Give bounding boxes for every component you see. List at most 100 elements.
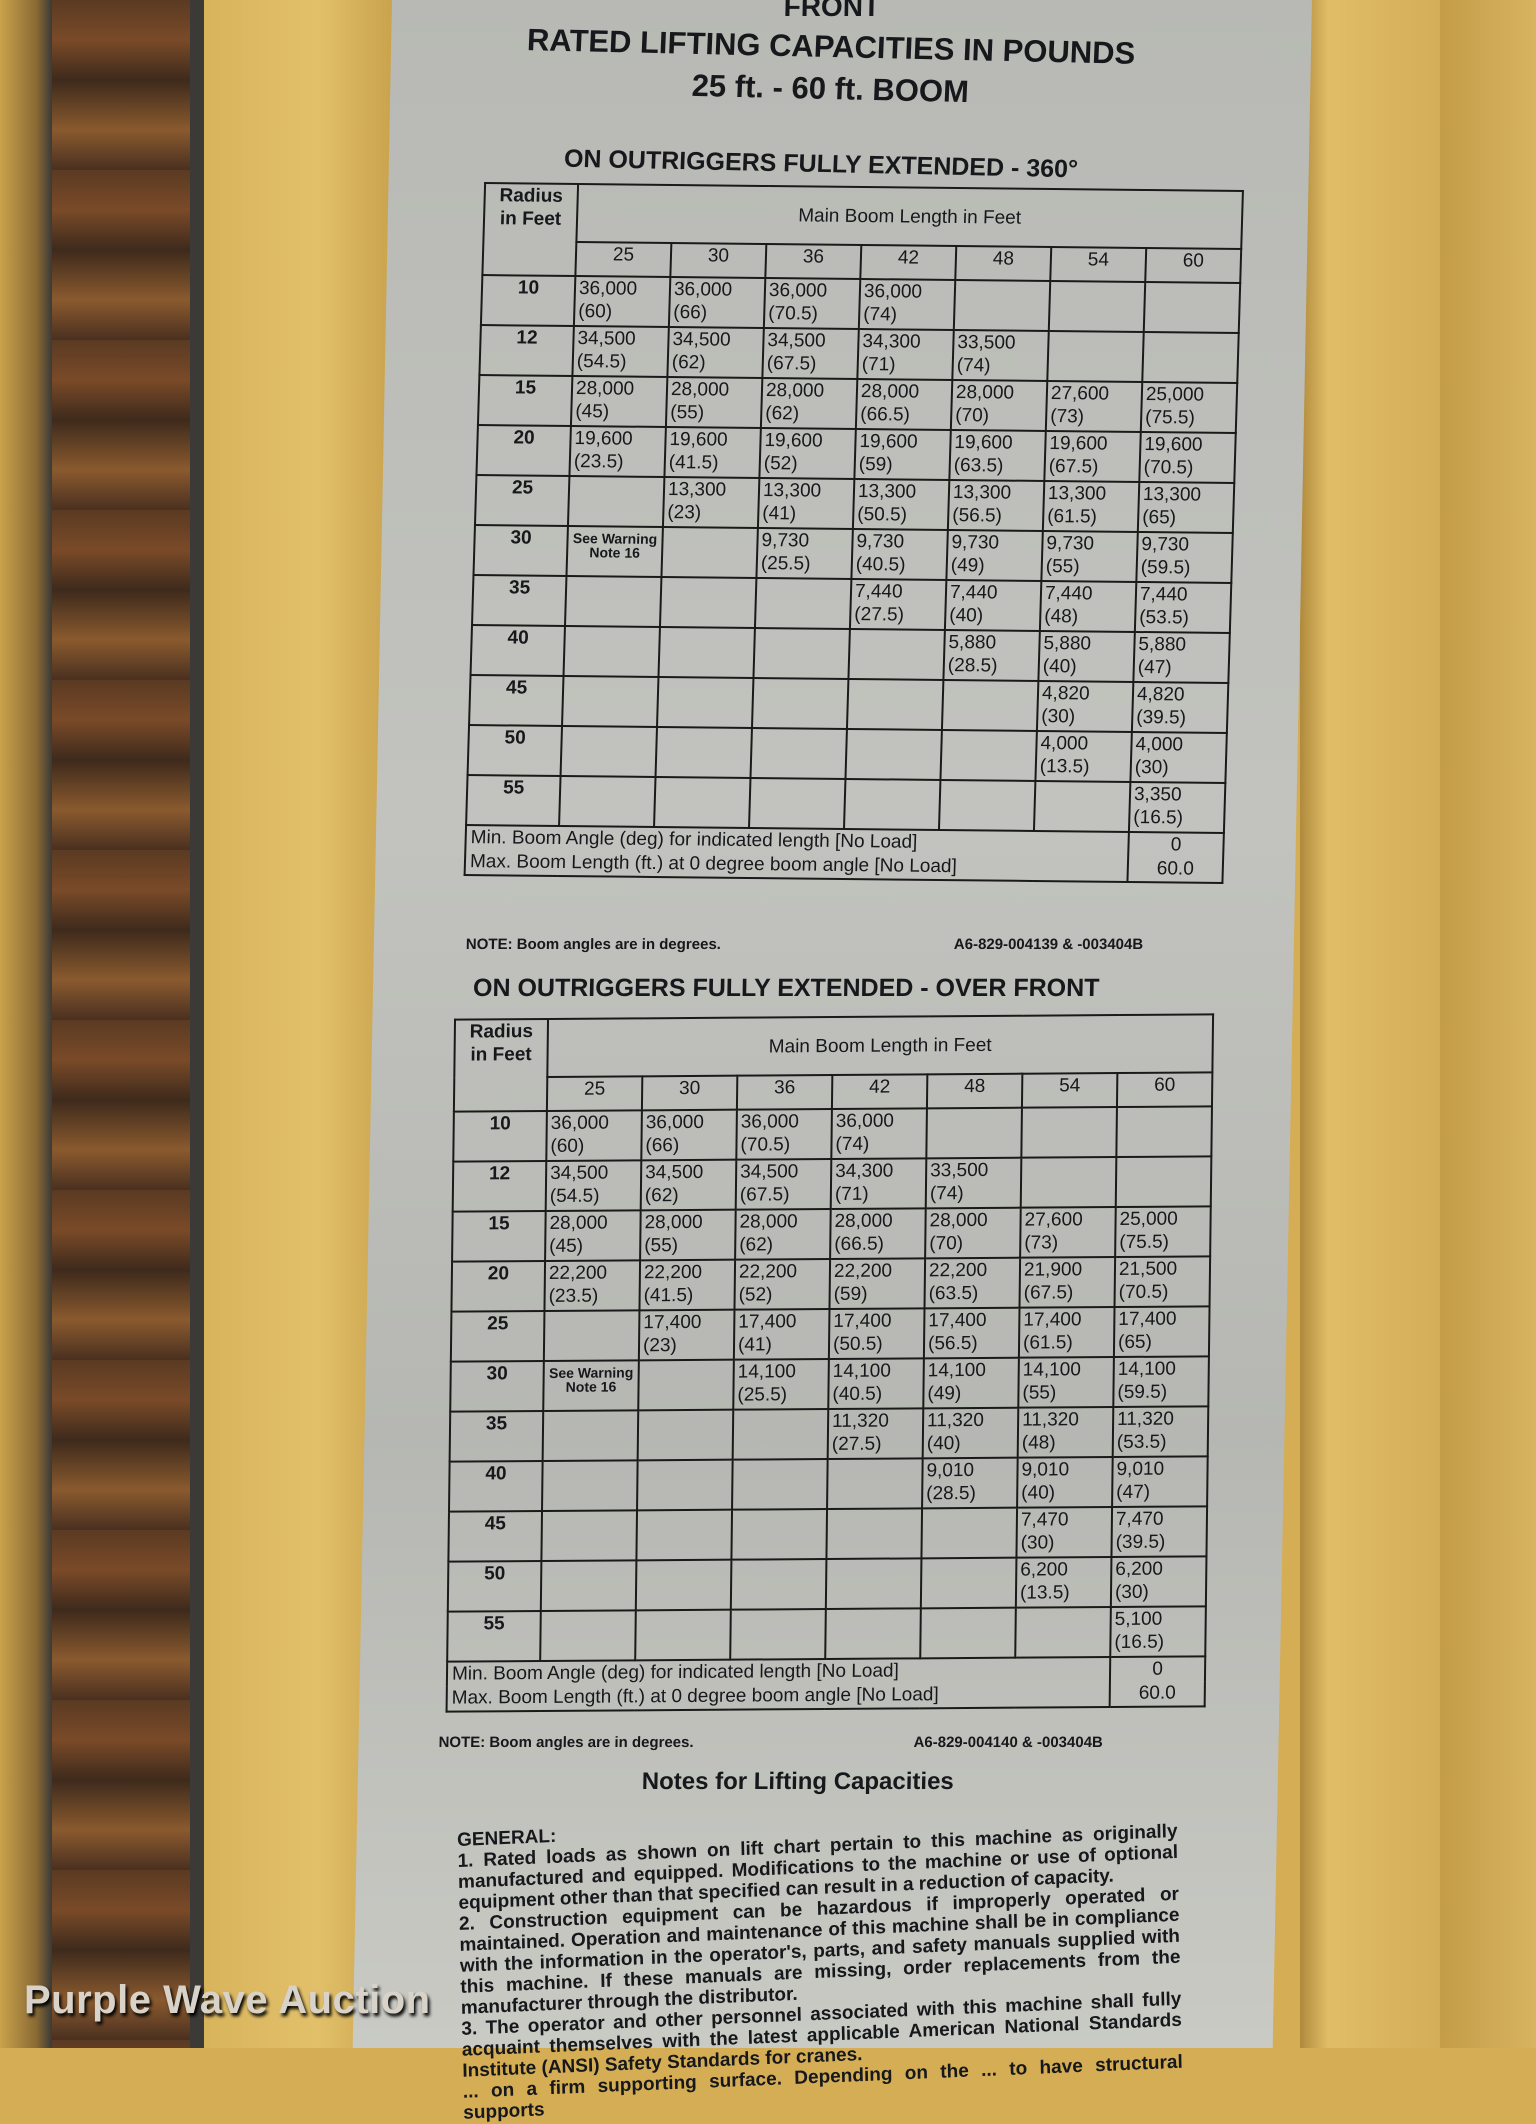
capacity-cell: 36,000 (60) [546, 1110, 642, 1162]
capacity-cell [751, 677, 849, 729]
capacity-cell: 17,400 (61.5) [1018, 1307, 1115, 1358]
capacity-cell [540, 1610, 636, 1661]
capacity-cell: 13,300 (41) [757, 477, 855, 529]
capacity-cell [1021, 1107, 1117, 1158]
boom-angle-value: (60) [578, 301, 613, 323]
capacity-cell [661, 527, 758, 578]
capacity-cell: 25,000 (75.5) [1140, 381, 1238, 433]
capacity-cell: 7,440 (48) [1039, 580, 1137, 632]
boom-angle-note: NOTE: Boom angles are in degrees. [465, 936, 722, 953]
boom-angle-value: (65) [1141, 507, 1177, 529]
capacity-value: 28,000 [860, 381, 920, 403]
boom-angle-value: (55) [1045, 556, 1080, 578]
radius-cell: 12 [452, 1161, 547, 1212]
boom-length-row: 25 30 36 42 48 54 60 [454, 1072, 1213, 1112]
radius-cell: 50 [467, 725, 563, 776]
yellow-frame-right [1300, 0, 1440, 2048]
boom-angle-value: (53.5) [1116, 1431, 1167, 1453]
capacity-cell [940, 729, 1037, 781]
capacity-cell: 13,300 (56.5) [947, 479, 1045, 531]
capacity-cell: 7,440 (40) [944, 579, 1042, 631]
capacity-value: 28,000 [929, 1209, 988, 1232]
capacity-cell [846, 678, 944, 730]
table-heading-over-front: ON OUTRIGGERS FULLY EXTENDED - OVER FRON… [472, 974, 1100, 1002]
capacity-cell [635, 1559, 732, 1611]
radius-cell: 55 [466, 775, 561, 826]
capacity-cell: 14,100 (55) [1018, 1357, 1114, 1408]
capacity-cell: 9,010 (40) [1017, 1457, 1113, 1508]
capacity-value: 36,000 [863, 281, 923, 303]
capacity-cell: 21,500 (70.5) [1114, 1256, 1211, 1308]
capacity-value: 9,730 [951, 532, 1000, 554]
capacity-value: 9,730 [761, 530, 810, 552]
boom-angle-value: (74) [835, 1133, 870, 1155]
capacity-cell: 5,880 (40) [1038, 630, 1135, 682]
capacity-value: 6,200 [1020, 1559, 1068, 1581]
max-length-value: 60.0 [1109, 1681, 1205, 1708]
warning-note: See Warning Note 16 [548, 1364, 634, 1395]
boom-angle-value: (50.5) [857, 504, 908, 526]
capacity-cell: 19,600 (70.5) [1139, 431, 1236, 483]
capacity-cell [754, 577, 852, 629]
capacity-value: 13,300 [1047, 483, 1107, 505]
capacity-cell: 17,400 (23) [638, 1309, 735, 1361]
capacity-cell [921, 1507, 1018, 1559]
boom-angle-value: (61.5) [1022, 1332, 1073, 1354]
capacity-value: 34,300 [862, 331, 921, 353]
capacity-cell: 34,500 (62) [667, 327, 764, 379]
boom-angle-value: (23.5) [573, 451, 624, 473]
boom-angle-value: (71) [861, 354, 896, 376]
capacity-value: 7,440 [949, 582, 998, 604]
capacity-cell [562, 675, 659, 727]
capacity-cell: 19,600 (41.5) [664, 427, 761, 478]
capacity-cell: 28,000 (45) [545, 1210, 641, 1261]
table-row: 55 3,350 (16.5) [466, 775, 1226, 833]
capacity-cell [848, 628, 945, 680]
boom-angle-value: (59) [833, 1283, 868, 1305]
boom-length-36: 36 [736, 1075, 833, 1110]
radius-cell: 10 [453, 1111, 547, 1162]
radius-cell: 15 [452, 1211, 546, 1262]
boom-length-30: 30 [641, 1075, 738, 1111]
front-label: FRONT [783, 0, 881, 22]
warning-note: See Warning Note 16 [572, 530, 658, 561]
boom-angle-value: (74) [862, 304, 898, 326]
boom-angle-value: (62) [671, 352, 706, 374]
radius-cell: 12 [479, 325, 574, 377]
capacity-value: 14,100 [1117, 1358, 1177, 1380]
boom-angle-value: (41.5) [668, 452, 719, 474]
capacity-cell [827, 1458, 923, 1510]
capacity-cell: 5,880 (28.5) [943, 629, 1040, 681]
table-row: 35 7,440 (27.5) 7,440 (40) 7,440 (48) 7,440 (53.… [472, 575, 1232, 633]
boom-angle-value: (40) [949, 605, 984, 627]
capacity-cell: 22,200 (23.5) [544, 1260, 641, 1311]
boom-angle-value: (74) [956, 355, 991, 377]
capacity-value: 22,200 [928, 1259, 988, 1282]
radius-cell: 25 [450, 1310, 545, 1362]
boom-angle-value: (74) [929, 1183, 964, 1205]
boom-length-36: 36 [765, 244, 862, 280]
boom-angle-value: (47) [1137, 657, 1172, 679]
capacity-cell: 14,100 (59.5) [1113, 1356, 1209, 1408]
capacity-value: 5,880 [1138, 634, 1187, 656]
radius-cell: 30 [450, 1360, 544, 1412]
radius-cell: 45 [469, 675, 564, 726]
capacity-value: 34,500 [550, 1162, 609, 1184]
capacity-value: 36,000 [768, 280, 828, 302]
boom-angle-value: (41) [737, 1334, 772, 1356]
capacity-value: 3,350 [1133, 784, 1182, 806]
table-row: 30 See Warning Note 16 14,100 (25.5) 14,100(… [450, 1356, 1209, 1412]
capacity-cell: 13,300 (65) [1137, 481, 1235, 533]
boom-angle-value: (70.5) [1143, 457, 1194, 479]
boom-angle-value: (49) [927, 1383, 962, 1405]
capacity-value: 7,440 [1044, 583, 1093, 605]
capacity-cell: 17,400 (65) [1113, 1306, 1210, 1358]
boom-angle-value: (52) [738, 1284, 773, 1306]
table-heading-360: ON OUTRIGGERS FULLY EXTENDED - 360° [563, 144, 1079, 184]
capacity-cell: See Warning Note 16 [543, 1360, 639, 1411]
watermark: Purple Wave Auction [24, 1978, 431, 2022]
boom-angle-value: (59) [858, 454, 893, 476]
table-row: 12 34,500 (54.5) 34,500 (62) 34,500 (67.5) 34,3… [452, 1156, 1212, 1212]
capacity-cell: 14,100 (25.5) [733, 1359, 829, 1410]
capacity-value: 11,320 [1117, 1408, 1174, 1430]
